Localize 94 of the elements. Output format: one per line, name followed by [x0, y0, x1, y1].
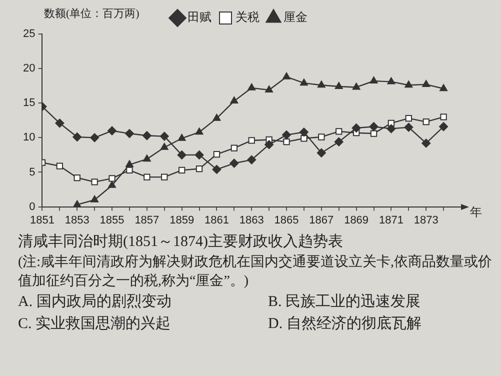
x-tick-label: 1863 — [239, 214, 264, 226]
point — [160, 132, 169, 141]
point — [230, 96, 238, 104]
point — [108, 180, 116, 188]
legend-label: 关税 — [236, 10, 260, 24]
y-tick-label: 25 — [22, 28, 36, 40]
text: C. 实业救国思潮的兴起 — [18, 314, 172, 334]
point — [108, 175, 116, 182]
legend-label: 厘金 — [284, 10, 308, 24]
x-tick-label: 1853 — [64, 214, 90, 226]
x-tick-label: 1869 — [344, 214, 369, 226]
point — [124, 129, 134, 138]
point — [230, 144, 238, 152]
point — [195, 128, 204, 135]
point — [108, 126, 117, 136]
y-tick-label: 5 — [29, 166, 36, 178]
point — [300, 135, 308, 142]
text: B. 民族工业的迅速发展 — [268, 292, 422, 312]
point — [161, 174, 168, 180]
point — [352, 82, 360, 90]
point — [142, 154, 151, 162]
point — [352, 124, 361, 133]
point — [212, 114, 221, 121]
x-tick-label: 1857 — [134, 214, 160, 226]
point — [439, 122, 448, 132]
point — [126, 160, 134, 168]
point — [299, 128, 308, 137]
point — [72, 132, 82, 142]
point — [248, 137, 255, 144]
y-tick-label: 15 — [22, 97, 36, 110]
text: 清咸丰同治时期(1851～1874)主要财政收入趋势表 — [18, 232, 344, 251]
point — [177, 150, 186, 160]
x-tick-label: 1865 — [274, 214, 299, 226]
x-tick-label: 1859 — [170, 214, 194, 226]
x-axis-title: 年 — [470, 204, 482, 221]
point — [282, 72, 290, 80]
y-tick-label: 0 — [29, 200, 36, 213]
point — [178, 134, 186, 141]
point — [160, 142, 168, 150]
point — [178, 166, 186, 174]
point — [144, 174, 150, 180]
point — [336, 128, 342, 135]
point — [440, 114, 447, 120]
point — [282, 130, 292, 140]
text: A. 国内政局的剧烈变动 — [18, 292, 172, 312]
point — [283, 138, 290, 146]
point — [300, 78, 308, 86]
point — [247, 155, 256, 164]
point — [265, 85, 274, 92]
y-tick-label: 10 — [22, 132, 36, 144]
point — [316, 148, 326, 158]
x-tick-label: 1851 — [30, 214, 54, 226]
point — [334, 137, 344, 146]
point — [334, 82, 343, 90]
x-tick-label: 1861 — [204, 214, 229, 226]
point — [370, 130, 378, 137]
point — [318, 134, 325, 140]
point — [422, 80, 430, 87]
point — [126, 166, 133, 174]
point — [90, 133, 100, 142]
point — [196, 165, 203, 172]
x-tick-label: 1867 — [309, 214, 334, 226]
point — [74, 174, 80, 182]
point — [212, 164, 222, 174]
point — [142, 131, 152, 140]
x-tick-label: 1855 — [100, 214, 124, 226]
point — [404, 80, 413, 88]
point — [405, 115, 412, 122]
point — [440, 84, 448, 92]
point — [264, 140, 274, 150]
point — [90, 195, 99, 202]
point — [91, 178, 98, 186]
point — [370, 76, 378, 84]
point — [386, 124, 396, 134]
point — [369, 122, 378, 132]
y-axis-title: 数额(单位：百万两) — [44, 6, 140, 21]
point — [55, 118, 64, 128]
point — [248, 83, 256, 90]
point — [422, 138, 431, 148]
point — [56, 162, 64, 170]
point — [387, 77, 396, 84]
point — [317, 80, 326, 88]
point — [73, 200, 82, 207]
point — [404, 122, 414, 132]
legend-label: 田赋 — [188, 10, 212, 24]
point — [194, 150, 204, 160]
x-tick-label: 1871 — [378, 214, 404, 226]
text: D. 自然经济的彻底瓦解 — [268, 314, 422, 334]
point — [230, 158, 239, 168]
point — [213, 150, 220, 158]
point — [422, 118, 430, 126]
y-tick-label: 20 — [22, 62, 36, 75]
text: (注:咸丰年间清政府为解决财政危机在国内交通要道设立关卡,依商品数量或价值加征约百分之一的税,称为“厘金”。) — [18, 253, 494, 291]
x-tick-label: 1873 — [414, 214, 438, 226]
